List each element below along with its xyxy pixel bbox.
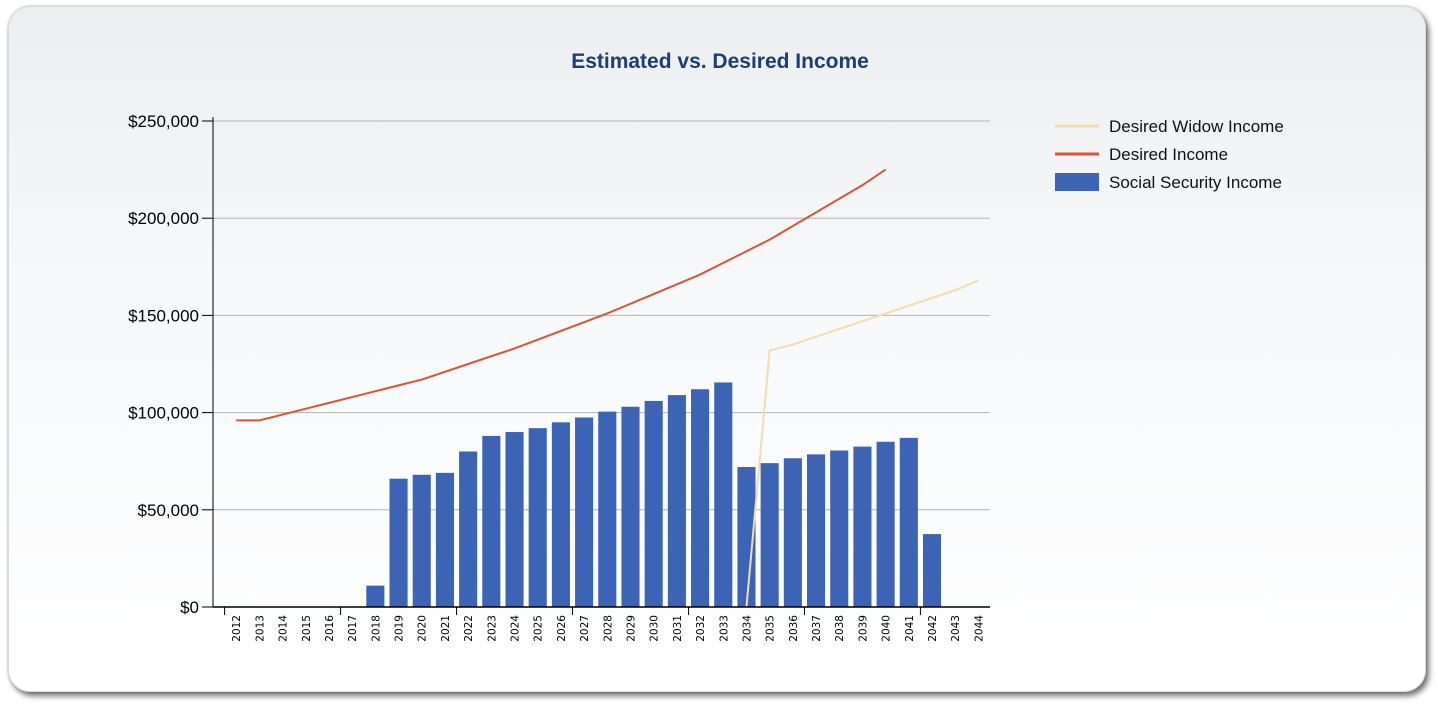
- x-tick-label: 2035: [765, 615, 777, 642]
- x-tick-label: 2014: [278, 615, 290, 642]
- bar-series: [366, 382, 942, 607]
- bar: [482, 435, 501, 607]
- bar: [551, 422, 570, 607]
- bar: [412, 474, 431, 607]
- bar: [737, 467, 756, 607]
- legend-label: Desired Income: [1109, 145, 1228, 164]
- bar: [853, 446, 872, 607]
- x-tick-label: 2012: [231, 615, 243, 642]
- bar: [830, 450, 849, 607]
- bar: [575, 417, 594, 607]
- x-tick-label: 2019: [394, 615, 406, 642]
- x-tick-label: 2023: [486, 615, 498, 642]
- x-tick-label: 2018: [370, 615, 382, 642]
- axes: $0 $50,000 $100,000 $150,000 $200,000 $250,00…: [128, 112, 990, 642]
- bar: [899, 437, 918, 607]
- bar: [459, 451, 478, 607]
- x-tick-label: 2029: [625, 615, 637, 642]
- y-tick-label: $100,000: [128, 404, 199, 423]
- x-tick-label: 2027: [579, 615, 591, 642]
- x-tick-label: 2017: [347, 615, 359, 642]
- x-tick-label: 2038: [834, 615, 846, 642]
- legend-label: Social Security Income: [1109, 173, 1282, 192]
- x-tick-label: 2022: [463, 615, 475, 642]
- bar: [598, 411, 617, 607]
- x-tick-label: 2041: [904, 615, 916, 642]
- series-line: [236, 168, 887, 422]
- bar: [714, 382, 733, 607]
- x-tick-label: 2033: [718, 615, 730, 642]
- x-tick-label: 2039: [857, 615, 869, 642]
- bar: [760, 463, 779, 607]
- y-tick-label: $50,000: [138, 501, 199, 520]
- bar: [435, 472, 454, 607]
- bar: [783, 458, 802, 607]
- bar: [667, 395, 686, 607]
- x-tick-label: 2042: [927, 615, 939, 642]
- series-line: [745, 279, 979, 608]
- bar: [876, 441, 895, 607]
- bar: [644, 400, 663, 607]
- x-tick-label: 2030: [649, 615, 661, 642]
- y-tick-label: $250,000: [128, 112, 199, 131]
- x-tick-label: 2025: [533, 615, 545, 642]
- bar: [505, 432, 524, 607]
- bar: [691, 389, 710, 607]
- x-tick-label: 2026: [556, 615, 568, 642]
- y-tick-label: $200,000: [128, 209, 199, 228]
- legend-swatch-bar: [1055, 173, 1099, 191]
- x-tick-label: 2040: [881, 615, 893, 642]
- bar: [366, 585, 385, 607]
- line-series: [236, 168, 979, 608]
- x-tick-label: 2021: [440, 615, 452, 642]
- chart-title: Estimated vs. Desired Income: [571, 50, 869, 73]
- x-tick-label: 2043: [950, 615, 962, 642]
- x-tick-label: 2036: [788, 615, 800, 642]
- bar: [922, 534, 942, 607]
- x-tick-label: 2037: [811, 615, 823, 642]
- y-tick-label: $150,000: [128, 306, 199, 325]
- bar: [806, 454, 826, 607]
- x-tick-label: 2024: [510, 615, 522, 642]
- x-tick-label: 2020: [417, 615, 429, 642]
- x-tick-label: 2016: [324, 615, 336, 642]
- x-tick-label: 2013: [254, 615, 266, 642]
- y-tick-label: $0: [180, 598, 199, 617]
- x-tick-label: 2031: [672, 615, 684, 642]
- legend: Desired Widow Income Desired Income Social…: [1055, 117, 1284, 192]
- x-tick-label: 2032: [695, 615, 707, 642]
- x-tick-label: 2015: [301, 615, 313, 642]
- x-tick-label: 2044: [973, 615, 985, 642]
- bar: [621, 406, 640, 607]
- bar: [528, 428, 547, 607]
- x-tick-label: 2034: [741, 615, 753, 642]
- legend-label: Desired Widow Income: [1109, 117, 1284, 136]
- bar: [389, 478, 408, 607]
- x-tick-label: 2028: [602, 615, 614, 642]
